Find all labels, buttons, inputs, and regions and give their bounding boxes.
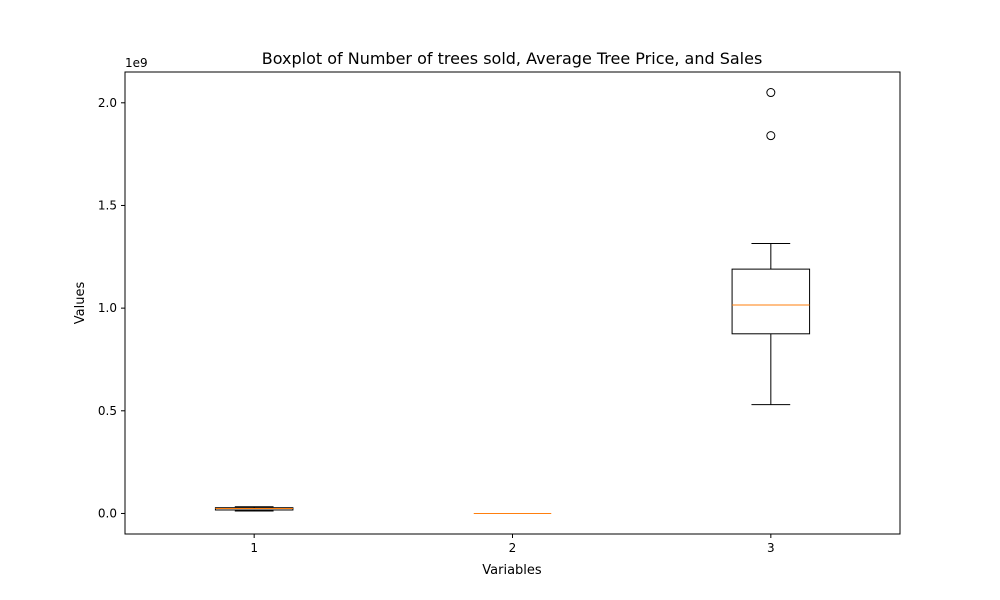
x-tick-label: 2 <box>509 541 517 555</box>
x-tick-label: 1 <box>250 541 258 555</box>
y-tick-label: 0.0 <box>98 506 117 520</box>
y-tick-label: 1.0 <box>98 301 117 315</box>
plot-area: 0.0 0.5 1.0 1.5 2.0 1 2 3 <box>98 71 901 555</box>
outlier-point <box>766 88 776 98</box>
box-iqr <box>731 268 811 335</box>
y-tick-label: 1.5 <box>98 198 117 212</box>
y-tick-label: 2.0 <box>98 96 117 110</box>
y-offset-label: 1e9 <box>125 56 148 70</box>
outlier-point <box>766 131 776 141</box>
chart-title: Boxplot of Number of trees sold, Average… <box>262 49 763 68</box>
y-axis-label: Values <box>73 282 88 325</box>
y-tick-label: 0.5 <box>98 404 117 418</box>
plot-frame <box>124 71 901 535</box>
x-axis-label: Variables <box>482 563 542 578</box>
x-tick-label: 3 <box>767 541 775 555</box>
